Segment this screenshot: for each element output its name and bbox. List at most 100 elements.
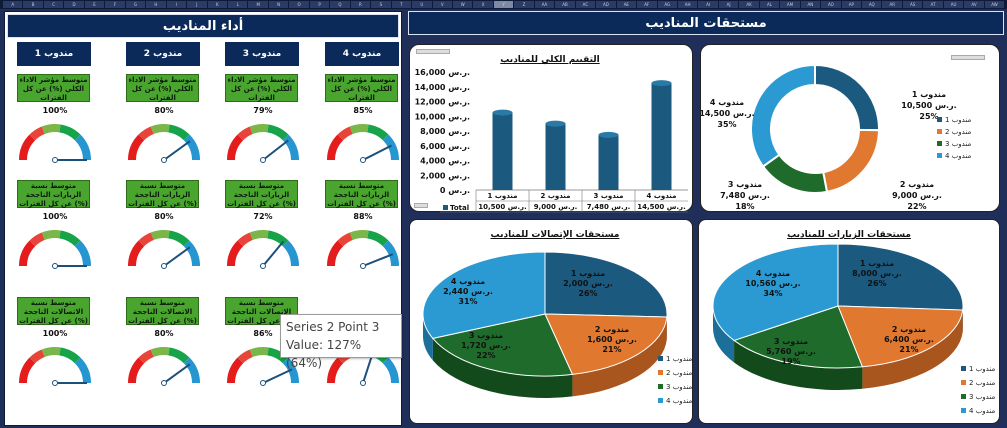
pie-data-label: 31%: [458, 297, 477, 306]
legend-swatch: [658, 356, 663, 361]
column-header[interactable]: AT: [923, 1, 943, 8]
column-header[interactable]: R: [350, 1, 371, 8]
column-header[interactable]: U: [412, 1, 432, 8]
donut-data-label: 35%: [717, 120, 736, 129]
gauge-pivot: [161, 263, 167, 269]
column-header[interactable]: I: [166, 1, 187, 8]
gauge-band: [227, 134, 244, 160]
column-header[interactable]: AO: [821, 1, 841, 8]
gauge-band: [249, 230, 269, 240]
gauge-band: [183, 240, 200, 266]
column-header[interactable]: Q: [330, 1, 350, 8]
column-header[interactable]: N: [268, 1, 289, 8]
column-header[interactable]: AF: [637, 1, 657, 8]
column-header[interactable]: AJ: [718, 1, 739, 8]
expand-button[interactable]: [414, 203, 428, 208]
gauge-band: [150, 124, 170, 134]
gauge-band: [337, 126, 353, 141]
gauge-needle: [262, 139, 289, 161]
bar-cap: [492, 109, 513, 116]
column-header[interactable]: G: [125, 1, 146, 8]
pie-data-label: 5,760 ر.س.: [766, 347, 816, 357]
tooltip-series: Series 2 Point 3: [286, 320, 380, 334]
column-header[interactable]: AP: [841, 1, 862, 8]
legend-swatch: [937, 129, 942, 134]
bar: [492, 112, 513, 190]
column-header[interactable]: AN: [800, 1, 821, 8]
metric-label: متوسط نسبة الزيارات الناجحة (%) عن كل ال…: [17, 180, 90, 208]
column-header[interactable]: E: [84, 1, 105, 8]
gauge-pivot: [360, 263, 366, 269]
column-header[interactable]: P: [309, 1, 330, 8]
gauge-band: [227, 240, 244, 266]
column-header[interactable]: AR: [882, 1, 902, 8]
bar-cap: [598, 131, 619, 138]
donut-filter-button[interactable]: [951, 55, 985, 60]
gauge-band: [41, 124, 61, 134]
column-header[interactable]: F: [105, 1, 125, 8]
column-header[interactable]: Z: [514, 1, 534, 8]
column-header[interactable]: AU: [943, 1, 964, 8]
pie-data-label: مندوب 2: [892, 325, 926, 334]
x-category-label: مندوب 1: [488, 192, 518, 200]
column-header[interactable]: AB: [555, 1, 575, 8]
gauge-band: [74, 240, 91, 266]
column-header[interactable]: AA: [534, 1, 555, 8]
column-header[interactable]: D: [64, 1, 84, 8]
y-tick-label: 14,000 ر.س.: [415, 83, 470, 93]
donut-data-label: 9,000 ر.س.: [892, 191, 942, 201]
column-header[interactable]: S: [371, 1, 391, 8]
column-header[interactable]: AV: [964, 1, 984, 8]
column-header[interactable]: Y: [493, 1, 514, 8]
column-header[interactable]: AS: [902, 1, 923, 8]
metric-label: متوسط مؤشر الاداء الكلي (%) عن كل الفترا…: [126, 74, 199, 102]
pie-data-label: 6,400 ر.س.: [884, 335, 934, 345]
column-header[interactable]: AG: [657, 1, 677, 8]
legend-label: مندوب 4: [666, 397, 692, 405]
column-header[interactable]: AQ: [862, 1, 882, 8]
pie-data-label: 8,000 ر.س.: [852, 269, 902, 279]
column-header[interactable]: AK: [739, 1, 759, 8]
table-value: 14,500 ر.س.: [637, 203, 685, 211]
column-header[interactable]: K: [207, 1, 227, 8]
gauge: [128, 230, 200, 269]
gauge-band: [128, 357, 145, 383]
column-header[interactable]: X: [473, 1, 493, 8]
pie-data-label: مندوب 2: [595, 325, 629, 334]
column-header[interactable]: AM: [780, 1, 800, 8]
filter-button[interactable]: [416, 49, 450, 54]
column-header[interactable]: AC: [575, 1, 596, 8]
bar: [651, 83, 672, 190]
column-header[interactable]: A: [3, 1, 23, 8]
gauge-pivot: [260, 157, 266, 163]
legend-label: مندوب 2: [945, 128, 971, 136]
column-header[interactable]: AW: [984, 1, 1005, 8]
column-header[interactable]: AD: [596, 1, 616, 8]
column-header[interactable]: M: [248, 1, 268, 8]
legend-swatch: [658, 370, 663, 375]
gauge: [227, 124, 299, 163]
column-header[interactable]: W: [452, 1, 473, 8]
bar-cap: [651, 80, 672, 87]
gauge-pivot: [52, 263, 58, 269]
chart-tooltip: Series 2 Point 3 Value: 127% (64%): [280, 314, 402, 370]
metric-percent: 86%: [253, 329, 273, 338]
column-header[interactable]: T: [391, 1, 412, 8]
column-header[interactable]: L: [227, 1, 248, 8]
gauge-needle: [262, 240, 285, 267]
gauge-needle: [163, 140, 191, 161]
pie-data-label: 2,000 ر.س.: [563, 279, 613, 289]
donut-data-label: مندوب 1: [912, 90, 946, 99]
column-header[interactable]: AI: [698, 1, 718, 8]
column-header[interactable]: C: [43, 1, 64, 8]
column-header[interactable]: AL: [759, 1, 780, 8]
column-header[interactable]: H: [146, 1, 166, 8]
column-header[interactable]: AH: [677, 1, 698, 8]
pie-slice: [712, 243, 839, 342]
column-header[interactable]: B: [23, 1, 43, 8]
legend-swatch: [961, 408, 966, 413]
column-header[interactable]: O: [289, 1, 309, 8]
column-header[interactable]: J: [187, 1, 207, 8]
column-header[interactable]: V: [432, 1, 452, 8]
column-header[interactable]: AE: [616, 1, 637, 8]
